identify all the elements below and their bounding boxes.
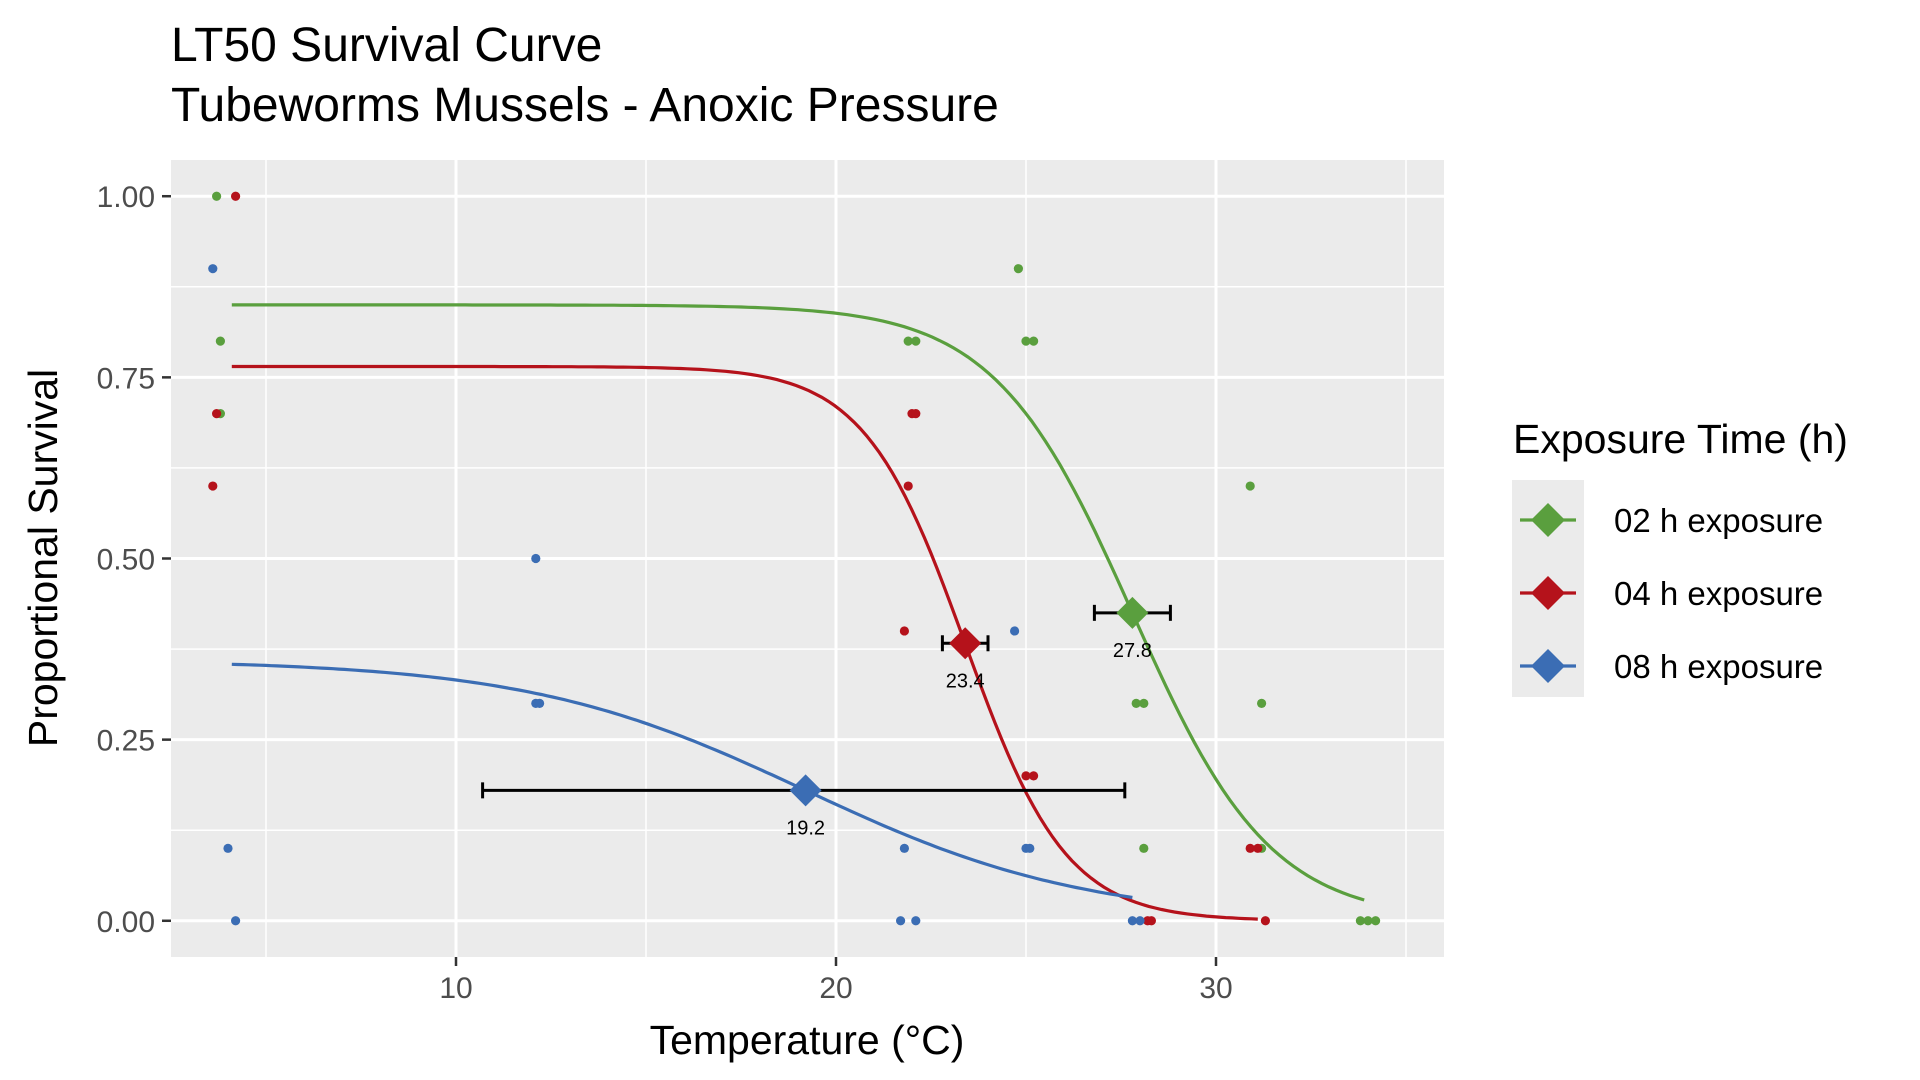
lt50-value-label: 19.2	[786, 817, 825, 839]
survival-curve-line	[231, 303, 1365, 902]
data-point	[911, 408, 921, 419]
data-point	[1355, 916, 1365, 926]
data-point	[1013, 264, 1024, 274]
y-tick-label: 0.50	[97, 544, 155, 577]
axes: 10 20 30 0.00 0.25 0.50 0.75 1.00	[97, 181, 1233, 1005]
lt50-value-label: 23.4	[946, 670, 985, 692]
legend-label: 02 h exposure	[1614, 502, 1823, 539]
data-point	[535, 698, 545, 709]
legend: Exposure Time (h) 02 h exposure 04 h expo…	[1512, 416, 1848, 697]
data-point	[223, 843, 233, 853]
y-tick-label: 1.00	[97, 181, 155, 214]
data-point	[215, 336, 225, 346]
lt50-diamond-marker	[949, 627, 982, 660]
chart-subtitle: Tubeworms Mussels - Anoxic Pressure	[171, 79, 999, 132]
data-point	[1139, 843, 1149, 853]
data-points	[208, 191, 1381, 926]
data-point	[1029, 336, 1039, 346]
x-tick-label: 20	[819, 972, 852, 1005]
data-point	[1245, 481, 1255, 491]
survival-curve-line	[231, 364, 1258, 921]
data-point	[1363, 916, 1373, 926]
data-point	[903, 481, 913, 491]
data-point	[1131, 698, 1141, 709]
x-tick-label: 10	[439, 972, 472, 1005]
data-point	[1021, 771, 1031, 781]
lt50-markers: 27.8 23.4 19.2	[481, 596, 1172, 839]
data-point	[1245, 843, 1255, 853]
data-point	[1021, 336, 1031, 346]
legend-key-diamond	[1531, 649, 1565, 683]
data-point	[1146, 916, 1156, 926]
data-point	[208, 264, 218, 274]
legend-key-diamond	[1531, 503, 1565, 537]
x-tick-label: 30	[1199, 972, 1232, 1005]
grid	[171, 160, 1444, 957]
chart-title: LT50 Survival Curve	[171, 19, 602, 72]
data-point	[212, 191, 222, 201]
data-point	[911, 916, 921, 926]
survival-curves	[231, 303, 1365, 921]
x-axis-title: Temperature (°C)	[650, 1017, 965, 1063]
legend-label: 04 h exposure	[1614, 575, 1823, 612]
y-tick-label: 0.25	[97, 725, 155, 758]
data-point	[1253, 843, 1263, 853]
y-tick-label: 0.00	[97, 906, 155, 939]
legend-label: 08 h exposure	[1614, 648, 1823, 685]
y-axis-title: Proportional Survival	[20, 369, 66, 747]
data-point	[1371, 916, 1381, 926]
data-point	[911, 336, 921, 346]
data-point	[1257, 698, 1267, 709]
data-point	[231, 916, 241, 926]
y-tick-label: 0.75	[97, 362, 155, 395]
survival-curve-line	[231, 662, 1133, 900]
data-point	[531, 553, 541, 564]
data-point	[903, 336, 913, 346]
legend-title: Exposure Time (h)	[1513, 416, 1848, 462]
data-point	[208, 481, 218, 491]
lt50-diamond-marker	[789, 774, 822, 807]
data-point	[1127, 916, 1137, 926]
data-point	[1135, 916, 1145, 926]
data-point	[231, 191, 241, 201]
data-point	[1029, 771, 1039, 781]
data-point	[899, 626, 910, 636]
legend-key-diamond	[1531, 576, 1565, 610]
data-point	[1260, 916, 1270, 926]
data-point	[896, 916, 906, 926]
lt50-diamond-marker	[1116, 596, 1149, 629]
lt50-value-label: 27.8	[1113, 640, 1152, 662]
data-point	[1010, 626, 1020, 636]
data-point	[1139, 698, 1149, 709]
data-point	[899, 843, 910, 853]
data-point	[212, 408, 222, 419]
data-point	[1025, 843, 1035, 853]
